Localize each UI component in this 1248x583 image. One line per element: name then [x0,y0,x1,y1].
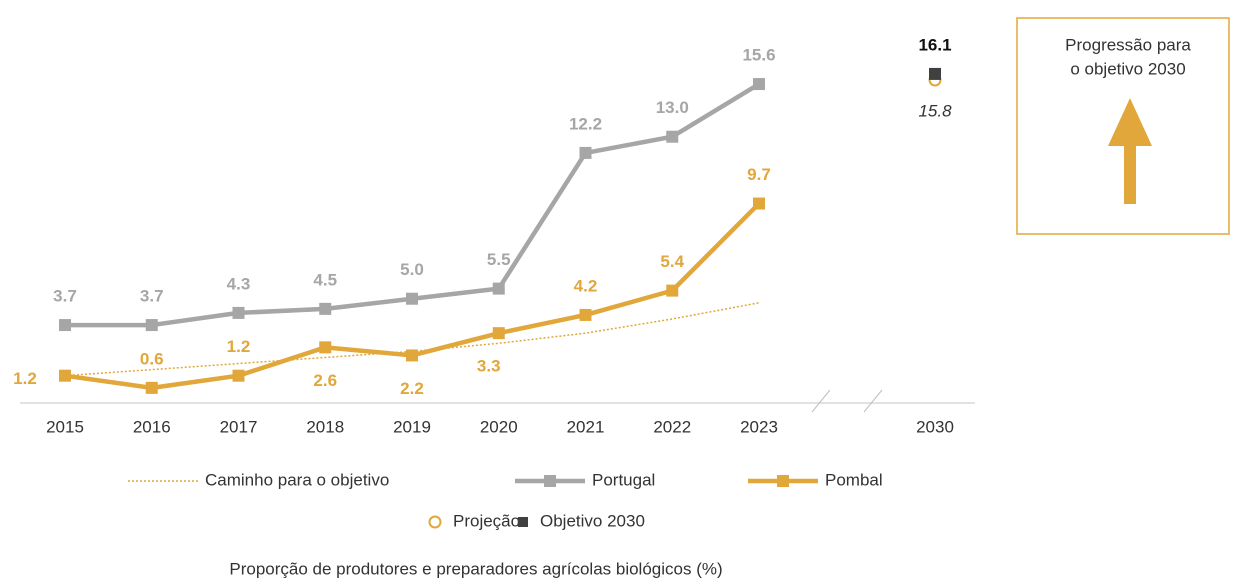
arrow-shaft [1124,140,1136,204]
data-label: 5.4 [660,252,684,271]
legend-label: Portugal [592,470,655,489]
data-label: 2.6 [313,371,337,390]
series-line [65,82,761,328]
legend-label: Objetivo 2030 [540,511,645,530]
box-text: o objetivo 2030 [1070,59,1185,78]
data-label: 1.2 [227,337,251,356]
data-label: 3.3 [477,357,501,376]
legend-label: Pombal [825,470,883,489]
data-label: 5.5 [487,250,511,269]
data-label: 1.2 [13,369,37,388]
x-tick-label: 2023 [740,417,778,436]
marker [145,381,158,394]
data-label: 3.7 [140,287,164,306]
marker [666,130,679,143]
data-label: 13.0 [656,98,689,117]
marker [666,284,679,297]
data-label: 4.3 [227,274,251,293]
x-tick-label: 2019 [393,417,431,436]
arrow-head [1108,98,1152,146]
data-label: 16.1 [918,35,951,54]
box-text: Progressão para [1065,35,1191,54]
caption: Proporção de produtores e preparadores a… [229,559,722,578]
axis-break [811,389,831,413]
data-label: 15.6 [742,46,775,65]
marker [492,282,505,295]
data-label: 15.8 [918,101,952,120]
x-tick-label: 2015 [46,417,84,436]
x-tick-label: 2016 [133,417,171,436]
x-tick-label: 2021 [567,417,605,436]
target-marker [929,67,941,80]
data-label: 0.6 [140,349,164,368]
legend-swatch [428,515,442,529]
marker [753,78,765,91]
x-tick-label: 2022 [653,417,691,436]
marker [319,341,332,354]
marker [492,327,505,340]
marker [232,306,245,319]
axis-break [863,389,883,413]
legend-label: Caminho para o objetivo [205,470,389,489]
marker [579,146,592,159]
marker [145,319,158,332]
marker [59,319,71,332]
marker [232,369,245,382]
marker [59,369,71,382]
data-label: 2.2 [400,379,424,398]
x-tick-label: 2017 [220,417,258,436]
x-tick-label: 2018 [306,417,344,436]
data-label: 12.2 [569,114,602,133]
legend-swatch [518,517,528,527]
progress-box [1016,17,1230,235]
legend-label: Projeção [453,511,520,530]
x-tick-label: 2020 [480,417,518,436]
x-tick-label: 2030 [916,417,954,436]
data-label: 3.7 [53,287,77,306]
marker [406,349,418,362]
legend-swatch [544,475,556,487]
data-label: 4.2 [574,276,598,295]
legend-swatch [777,475,789,487]
marker [753,197,765,210]
marker [319,302,332,315]
data-label: 5.0 [400,260,424,279]
marker [406,292,418,305]
data-label: 4.5 [313,270,337,289]
marker [579,308,592,321]
path-line [64,302,760,377]
data-label: 9.7 [747,165,771,184]
